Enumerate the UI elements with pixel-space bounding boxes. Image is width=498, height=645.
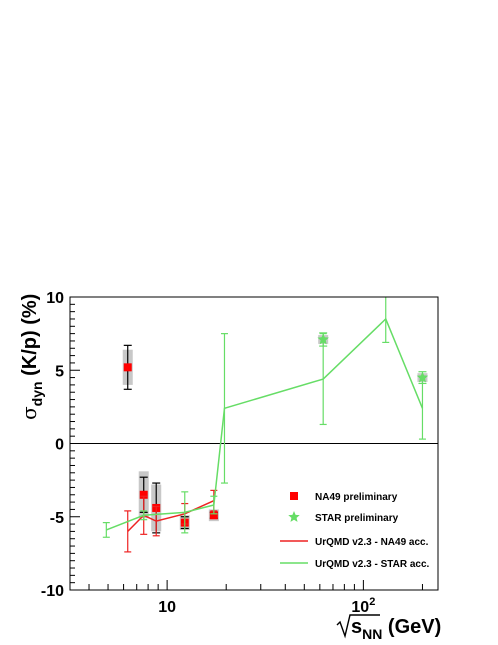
- y-tick-label: 0: [55, 437, 64, 454]
- x-tick-label: 10: [158, 599, 176, 616]
- legend-label: UrQMD v2.3 - STAR acc.: [315, 559, 430, 570]
- x-axis-title: sNN (GeV): [336, 614, 441, 642]
- y-axis-label: σdyn (K/p) (%): [17, 294, 45, 420]
- legend-entry: UrQMD v2.3 - STAR acc.: [280, 559, 430, 570]
- legend-label: UrQMD v2.3 - NA49 acc.: [315, 537, 429, 548]
- legend-entry: STAR preliminary: [288, 511, 399, 524]
- na49-point: [123, 363, 132, 372]
- legend: NA49 preliminary STAR preliminary UrQMD v2…: [280, 492, 430, 570]
- y-tick-label: 5: [55, 363, 64, 380]
- legend-label: STAR preliminary: [315, 513, 399, 524]
- sqrt-sign: [336, 614, 380, 639]
- na49-point: [139, 490, 148, 499]
- legend-square-swatch: [290, 492, 298, 500]
- x-axis-label: sNN (GeV): [351, 616, 441, 642]
- y-tick-label: -5: [50, 510, 64, 527]
- legend-entry: UrQMD v2.3 - NA49 acc.: [280, 537, 429, 548]
- series-line-3: [106, 317, 424, 531]
- x-tick-label: 102: [351, 596, 375, 616]
- y-tick-label: 10: [46, 290, 64, 307]
- legend-entry: NA49 preliminary: [290, 492, 398, 503]
- y-tick-label: -10: [41, 583, 64, 600]
- na49-point: [209, 511, 218, 520]
- legend-star-swatch: [288, 511, 300, 522]
- legend-label: NA49 preliminary: [315, 492, 398, 503]
